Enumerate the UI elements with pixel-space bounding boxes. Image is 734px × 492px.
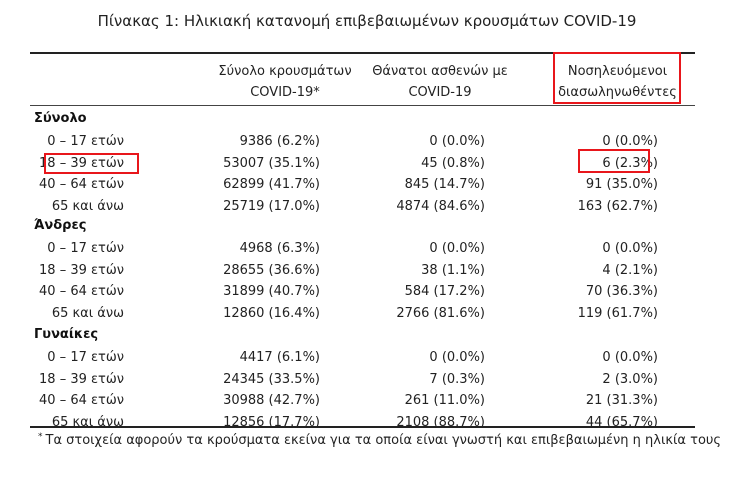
age-cell: 65 και άνω [51, 198, 124, 214]
table-row: 18 – 39 ετών 28655 (36.6%) 38 (1.1%) 4 (2.1… [0, 261, 734, 281]
hospitalized-cell: 119 (61.7%) [577, 305, 658, 321]
deaths-cell: 845 (14.7%) [404, 177, 485, 192]
header-total-cases: Σύνολο κρουσμάτων COVID-19* [205, 61, 365, 103]
total-cases-cell: 4417 (6.1%) [239, 350, 320, 365]
hospitalized-cell: 163 (62.7%) [577, 198, 658, 214]
hospitalized-cell: 0 (0.0%) [602, 241, 658, 256]
table-row: 65 και άνω 12860 (16.4%) 2766 (81.6%) 119 (… [0, 304, 734, 324]
table-row: 18 – 39 ετών 53007 (35.1%) 45 (0.8%) 6 (2.3… [0, 154, 734, 174]
footnote-marker: * [38, 432, 43, 442]
highlight-box-age [44, 153, 139, 174]
header-hosp-line2: διασωληνωθέντες [558, 85, 677, 100]
age-cell: 40 – 64 ετών [39, 284, 124, 299]
deaths-cell: 38 (1.1%) [421, 262, 485, 278]
group-heading: Γυναίκες [34, 327, 99, 342]
footnote: * Τα στοιχεία αφορούν τα κρούσματα εκείνα… [38, 432, 721, 448]
highlight-box-header [553, 52, 681, 104]
hospitalized-cell: 2 (3.0%) [602, 371, 658, 387]
total-cases-cell: 12860 (16.4%) [223, 305, 320, 321]
age-cell: 65 και άνω [51, 305, 124, 321]
table-row: 40 – 64 ετών 62899 (41.7%) 845 (14.7%) 91 (… [0, 175, 734, 195]
total-cases-cell: 24345 (33.5%) [223, 371, 320, 387]
total-cases-cell: 12856 (17.7%) [223, 414, 320, 430]
table-row: 0 – 17 ετών 4968 (6.3%) 0 (0.0%) 0 (0.0%) [0, 239, 734, 259]
deaths-cell: 2108 (88.7%) [396, 414, 485, 430]
table-row: 0 – 17 ετών 4417 (6.1%) 0 (0.0%) 0 (0.0%) [0, 348, 734, 368]
header-hosp-line1: Νοσηλευόμενοι [567, 64, 668, 79]
header-rule [30, 105, 695, 106]
header-hospitalized: Νοσηλευόμενοι διασωληνωθέντες [555, 61, 680, 103]
hospitalized-cell: 0 (0.0%) [602, 134, 658, 149]
age-cell: 0 – 17 ετών [47, 241, 124, 256]
deaths-cell: 584 (17.2%) [404, 284, 485, 299]
age-cell: 18 – 39 ετών [39, 371, 124, 387]
age-cell: 18 – 39 ετών [39, 262, 124, 278]
age-cell: 65 και άνω [51, 414, 124, 430]
total-cases-cell: 25719 (17.0%) [223, 198, 320, 214]
header-total-line2: COVID-19* [250, 85, 320, 100]
table-row: 18 – 39 ετών 24345 (33.5%) 7 (0.3%) 2 (3.0%… [0, 370, 734, 390]
deaths-cell: 4874 (84.6%) [396, 198, 485, 214]
deaths-cell: 45 (0.8%) [421, 155, 485, 171]
age-cell: 0 – 17 ετών [47, 134, 124, 149]
header-deaths: Θάνατοι ασθενών με COVID-19 [370, 61, 510, 103]
deaths-cell: 2766 (81.6%) [396, 305, 485, 321]
age-cell: 18 – 39 ετών [39, 155, 124, 171]
deaths-cell: 261 (11.0%) [404, 393, 485, 408]
table-row: 65 και άνω 25719 (17.0%) 4874 (84.6%) 163 (… [0, 197, 734, 217]
total-cases-cell: 4968 (6.3%) [239, 241, 320, 256]
table-row: 40 – 64 ετών 30988 (42.7%) 261 (11.0%) 21 (… [0, 391, 734, 411]
table-title: Πίνακας 1: Ηλικιακή κατανομή επιβεβαιωμέ… [97, 12, 637, 30]
group-heading: Άνδρες [34, 218, 87, 233]
age-cell: 0 – 17 ετών [47, 350, 124, 365]
bottom-rule [30, 426, 695, 428]
total-cases-cell: 9386 (6.2%) [239, 134, 320, 149]
highlight-box-value [578, 149, 650, 173]
footnote-text: Τα στοιχεία αφορούν τα κρούσματα εκείνα … [45, 433, 722, 448]
hospitalized-cell: 21 (31.3%) [585, 393, 658, 408]
top-rule [30, 52, 695, 54]
deaths-cell: 0 (0.0%) [429, 241, 485, 256]
total-cases-cell: 31899 (40.7%) [223, 284, 320, 299]
header-total-line1: Σύνολο κρουσμάτων [218, 64, 352, 79]
hospitalized-cell: 6 (2.3%) [602, 155, 658, 171]
hospitalized-cell: 91 (35.0%) [585, 177, 658, 192]
hospitalized-cell: 4 (2.1%) [602, 262, 658, 278]
deaths-cell: 0 (0.0%) [429, 134, 485, 149]
hospitalized-cell: 44 (65.7%) [585, 414, 658, 430]
age-cell: 40 – 64 ετών [39, 177, 124, 192]
table-row: 40 – 64 ετών 31899 (40.7%) 584 (17.2%) 70 (… [0, 282, 734, 302]
deaths-cell: 0 (0.0%) [429, 350, 485, 365]
total-cases-cell: 30988 (42.7%) [223, 393, 320, 408]
total-cases-cell: 62899 (41.7%) [223, 177, 320, 192]
total-cases-cell: 28655 (36.6%) [223, 262, 320, 278]
group-heading: Σύνολο [34, 111, 87, 126]
table-row: 0 – 17 ετών 9386 (6.2%) 0 (0.0%) 0 (0.0%) [0, 132, 734, 152]
total-cases-cell: 53007 (35.1%) [223, 155, 320, 171]
age-cell: 40 – 64 ετών [39, 393, 124, 408]
header-deaths-line2: COVID-19 [408, 85, 472, 100]
table-row: 65 και άνω 12856 (17.7%) 2108 (88.7%) 44 (6… [0, 413, 734, 433]
deaths-cell: 7 (0.3%) [429, 371, 485, 387]
header-deaths-line1: Θάνατοι ασθενών με [372, 64, 508, 79]
hospitalized-cell: 70 (36.3%) [585, 284, 658, 299]
hospitalized-cell: 0 (0.0%) [602, 350, 658, 365]
